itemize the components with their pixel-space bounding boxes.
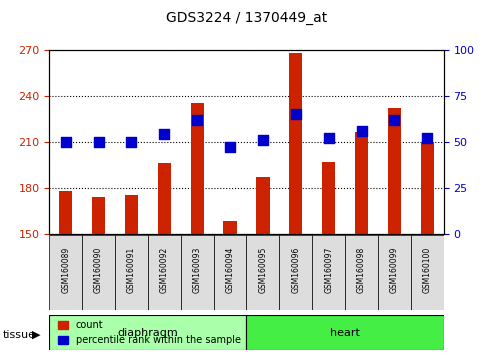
Point bbox=[390, 117, 398, 122]
FancyBboxPatch shape bbox=[82, 235, 115, 310]
Bar bbox=[388, 108, 401, 234]
Text: GSM160092: GSM160092 bbox=[160, 246, 169, 293]
Text: heart: heart bbox=[330, 328, 360, 338]
Text: ▶: ▶ bbox=[32, 330, 40, 339]
Point bbox=[226, 144, 234, 150]
Bar bbox=[92, 197, 105, 234]
FancyBboxPatch shape bbox=[181, 235, 213, 310]
Point bbox=[95, 139, 103, 144]
Point bbox=[259, 137, 267, 143]
Text: GSM160094: GSM160094 bbox=[226, 246, 235, 293]
Bar bbox=[355, 132, 368, 234]
Text: GDS3224 / 1370449_at: GDS3224 / 1370449_at bbox=[166, 11, 327, 25]
Bar bbox=[191, 103, 204, 234]
Text: GSM160099: GSM160099 bbox=[390, 246, 399, 293]
Text: tissue: tissue bbox=[2, 330, 35, 339]
Point bbox=[292, 111, 300, 117]
Point bbox=[160, 131, 168, 137]
FancyBboxPatch shape bbox=[115, 235, 148, 310]
Point bbox=[423, 135, 431, 141]
Bar bbox=[289, 53, 302, 234]
FancyBboxPatch shape bbox=[411, 235, 444, 310]
Text: GSM160096: GSM160096 bbox=[291, 246, 300, 293]
Bar bbox=[59, 191, 72, 234]
Text: GSM160090: GSM160090 bbox=[94, 246, 103, 293]
Text: GSM160098: GSM160098 bbox=[357, 246, 366, 293]
Point bbox=[128, 139, 136, 144]
Bar bbox=[421, 142, 434, 234]
Text: diaphragm: diaphragm bbox=[117, 328, 178, 338]
Bar bbox=[322, 161, 335, 234]
Text: GSM160095: GSM160095 bbox=[258, 246, 267, 293]
Bar bbox=[256, 177, 270, 234]
FancyBboxPatch shape bbox=[49, 315, 247, 350]
Bar bbox=[223, 221, 237, 234]
FancyBboxPatch shape bbox=[378, 235, 411, 310]
FancyBboxPatch shape bbox=[148, 235, 181, 310]
Point bbox=[193, 117, 201, 122]
FancyBboxPatch shape bbox=[280, 235, 312, 310]
Bar bbox=[158, 163, 171, 234]
Bar bbox=[125, 195, 138, 234]
Legend: count, percentile rank within the sample: count, percentile rank within the sample bbox=[54, 316, 245, 349]
FancyBboxPatch shape bbox=[246, 235, 280, 310]
FancyBboxPatch shape bbox=[312, 235, 345, 310]
FancyBboxPatch shape bbox=[246, 315, 444, 350]
Text: GSM160091: GSM160091 bbox=[127, 246, 136, 293]
Text: GSM160089: GSM160089 bbox=[61, 246, 70, 293]
FancyBboxPatch shape bbox=[49, 235, 82, 310]
FancyBboxPatch shape bbox=[213, 235, 246, 310]
Point bbox=[325, 135, 333, 141]
Point bbox=[357, 128, 365, 133]
Text: GSM160100: GSM160100 bbox=[423, 246, 432, 293]
Text: GSM160093: GSM160093 bbox=[193, 246, 202, 293]
Point bbox=[62, 139, 70, 144]
Text: GSM160097: GSM160097 bbox=[324, 246, 333, 293]
FancyBboxPatch shape bbox=[345, 235, 378, 310]
